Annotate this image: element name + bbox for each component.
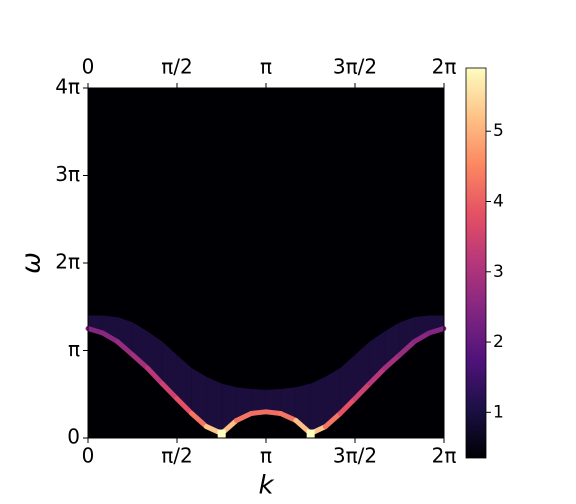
y-tick-label: π bbox=[68, 337, 80, 361]
continuum bbox=[117, 317, 133, 355]
x-tick-label-top: 3π/2 bbox=[333, 55, 377, 79]
x-tick-label: π bbox=[260, 444, 272, 468]
plot-frame bbox=[87, 87, 445, 439]
dispersion-peak bbox=[114, 339, 136, 358]
y-tick-label: 2π bbox=[55, 249, 80, 273]
dispersion-peak bbox=[233, 410, 254, 423]
plot-background bbox=[88, 88, 444, 438]
dispersion-peak bbox=[352, 381, 373, 402]
continuum bbox=[325, 368, 341, 427]
dispersion-peak bbox=[411, 330, 432, 345]
x-tick-label-top: 2π bbox=[432, 55, 457, 79]
y-axis-label: ω bbox=[17, 252, 47, 274]
y-tick-label: 3π bbox=[55, 162, 80, 186]
continuum bbox=[265, 388, 281, 414]
continuum bbox=[251, 388, 266, 414]
x-tick-label: 0 bbox=[82, 444, 95, 468]
continuum bbox=[399, 317, 415, 355]
dispersion-peak bbox=[144, 365, 165, 387]
continuum bbox=[340, 354, 355, 414]
x-tick-label: π/2 bbox=[161, 444, 193, 468]
peak-hotspot bbox=[306, 429, 315, 438]
dispersion-peak bbox=[130, 352, 150, 371]
x-tick-label-top: π bbox=[260, 55, 272, 79]
x-axis-label: k bbox=[258, 471, 274, 501]
heatmap bbox=[85, 315, 447, 438]
colorbar-tick-label: 5 bbox=[493, 121, 504, 141]
colorbar-tick-label: 3 bbox=[493, 262, 504, 282]
continuum bbox=[191, 368, 207, 427]
colorbar-tick-label: 4 bbox=[493, 192, 504, 212]
dispersion-peak bbox=[397, 339, 417, 358]
dispersion-peak bbox=[159, 381, 180, 402]
dispersion-peak bbox=[278, 410, 299, 423]
y-tick-label: 0 bbox=[67, 425, 80, 449]
dispersion-peak bbox=[189, 410, 209, 430]
dispersion-peak bbox=[367, 365, 388, 387]
x-tick-label: 3π/2 bbox=[333, 444, 377, 468]
dispersion-peak bbox=[85, 326, 106, 336]
colorbar bbox=[465, 67, 487, 459]
continuum bbox=[206, 376, 222, 434]
dispersion-peak bbox=[337, 396, 358, 416]
dispersion-peak bbox=[382, 352, 403, 371]
x-tick-label-top: π/2 bbox=[161, 55, 193, 79]
colorbar-tick-label: 2 bbox=[493, 332, 504, 352]
continuum bbox=[310, 376, 326, 434]
dispersion-peak bbox=[100, 330, 120, 345]
continuum bbox=[236, 387, 252, 421]
continuum bbox=[280, 387, 296, 421]
x-tick-label: 2π bbox=[432, 444, 457, 468]
dispersion-peak bbox=[174, 396, 195, 416]
continuum bbox=[176, 354, 192, 414]
y-tick-label: 4π bbox=[55, 75, 80, 99]
x-tick-label-top: 0 bbox=[82, 55, 95, 79]
peak-hotspot bbox=[217, 429, 226, 438]
dispersion-peak bbox=[322, 410, 343, 430]
dispersion-peak bbox=[426, 326, 447, 336]
colorbar-tick-label: 1 bbox=[493, 402, 504, 422]
